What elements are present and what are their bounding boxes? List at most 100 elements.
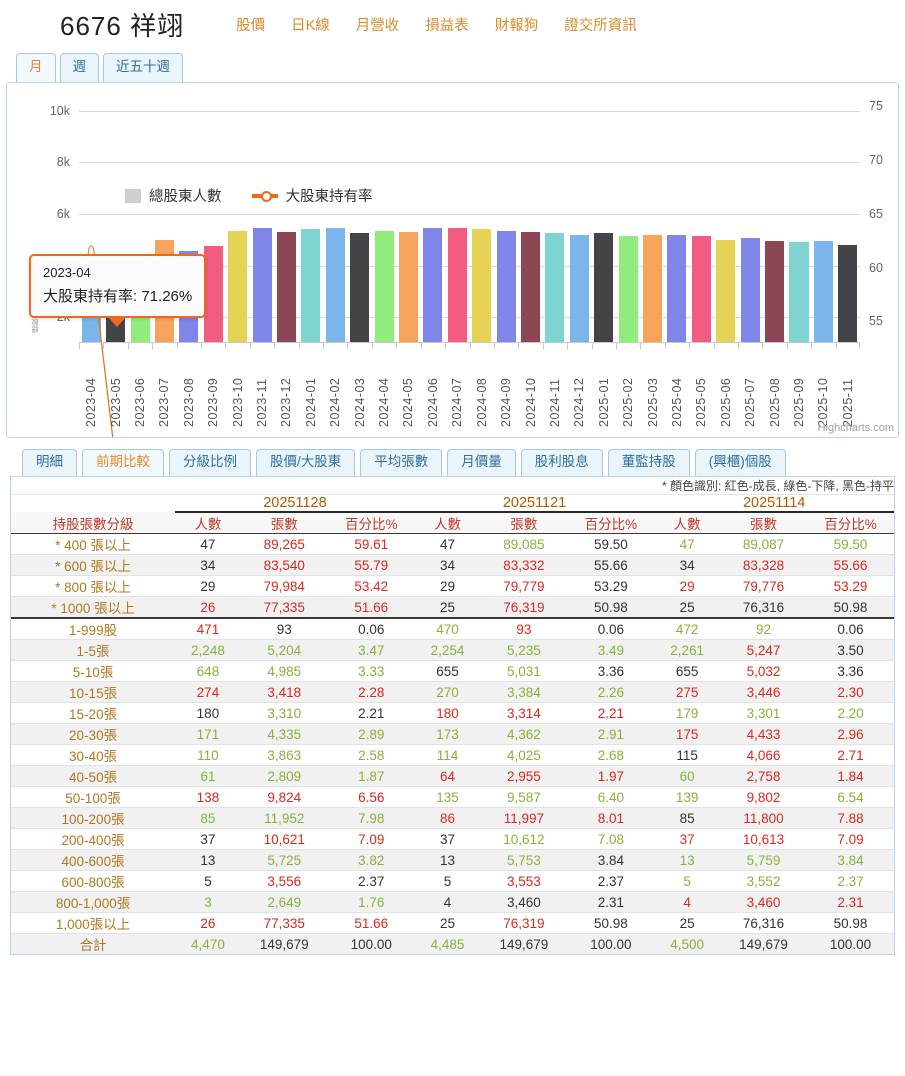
table-cell: 29 xyxy=(654,575,720,597)
table-cell: 2.96 xyxy=(806,723,894,745)
chart-bar-cell[interactable] xyxy=(372,95,396,343)
data-tab-0[interactable]: 明細 xyxy=(22,449,77,476)
chart-bar-cell[interactable] xyxy=(665,95,689,343)
chart-bar[interactable] xyxy=(765,240,785,343)
data-tab-7[interactable]: 董監持股 xyxy=(607,449,690,476)
chart-bar[interactable] xyxy=(545,233,565,343)
chart-bar[interactable] xyxy=(838,244,858,343)
chart-bar[interactable] xyxy=(496,230,516,343)
chart-bar-cell[interactable] xyxy=(396,95,420,343)
table-cell: 648 xyxy=(175,660,241,682)
chart-bar-cell[interactable] xyxy=(811,95,835,343)
table-cell: 55.66 xyxy=(806,554,894,576)
chart-bar[interactable] xyxy=(618,235,638,343)
table-cell: 60 xyxy=(654,765,720,787)
chart-bar-cell[interactable] xyxy=(323,95,347,343)
period-header-2: 20251114 xyxy=(654,494,894,513)
data-tab-5[interactable]: 月價量 xyxy=(447,449,516,476)
chart-bar[interactable] xyxy=(813,240,833,343)
chart-bar[interactable] xyxy=(350,233,370,343)
period-tab-2[interactable]: 近五十週 xyxy=(103,53,183,82)
data-tab-6[interactable]: 股利股息 xyxy=(520,449,603,476)
chart-bar-cell[interactable] xyxy=(274,95,298,343)
table-cell: 3,384 xyxy=(480,681,568,703)
chart-credits[interactable]: Highcharts.com xyxy=(817,422,894,434)
nav-link-2[interactable]: 月營收 xyxy=(355,17,400,34)
chart-bar[interactable] xyxy=(643,234,663,343)
data-tab-3[interactable]: 股價/大股東 xyxy=(256,449,356,476)
legend-item-total-holders[interactable]: 總股東人數 xyxy=(125,185,222,206)
data-tab-8[interactable]: (興櫃)個股 xyxy=(694,449,786,476)
chart-bar[interactable] xyxy=(203,246,223,343)
chart-bar-cell[interactable] xyxy=(592,95,616,343)
chart-bar[interactable] xyxy=(716,239,736,343)
chart-bar[interactable] xyxy=(740,238,760,343)
chart-bar-cell[interactable] xyxy=(201,95,225,343)
row-label: 30-40張 xyxy=(11,744,176,766)
chart-bar-cell[interactable] xyxy=(470,95,494,343)
table-cell: 472 xyxy=(654,618,720,640)
chart-bar[interactable] xyxy=(301,229,321,343)
chart-bar[interactable] xyxy=(521,231,541,343)
table-cell: 59.50 xyxy=(567,533,655,555)
chart-bar-cell[interactable] xyxy=(787,95,811,343)
period-tab-0[interactable]: 月 xyxy=(16,53,56,82)
chart-bar-cell[interactable] xyxy=(445,95,469,343)
chart-bar[interactable] xyxy=(569,234,589,343)
chart-bar-cell[interactable] xyxy=(738,95,762,343)
nav-link-4[interactable]: 財報狗 xyxy=(494,17,539,34)
table-cell: 2.30 xyxy=(806,681,894,703)
chart-bar-cell[interactable] xyxy=(347,95,371,343)
chart-bar-cell[interactable] xyxy=(567,95,591,343)
nav-link-0[interactable]: 股價 xyxy=(236,17,266,34)
table-cell: 6.40 xyxy=(567,786,655,808)
legend-item-major-holder-rate[interactable]: 大股東持有率 xyxy=(251,185,373,206)
table-cell: 83,332 xyxy=(480,554,568,576)
chart-bar-cell[interactable] xyxy=(543,95,567,343)
table-cell: 173 xyxy=(414,723,481,745)
column-header-category: 持股張數分級 xyxy=(11,512,176,534)
nav-link-1[interactable]: 日K線 xyxy=(291,17,330,34)
chart-bar-cell[interactable] xyxy=(299,95,323,343)
table-row: 15-20張 180 3,310 2.21 180 3,314 2.21 179 3,301 2.… xyxy=(11,702,894,724)
chart-bar[interactable] xyxy=(423,228,443,343)
table-row: 100-200張 85 11,952 7.98 86 11,997 8.01 85 11,800… xyxy=(11,807,894,829)
chart-bar-cell[interactable] xyxy=(494,95,518,343)
data-tab-2[interactable]: 分級比例 xyxy=(169,449,251,476)
chart-bar[interactable] xyxy=(691,235,711,343)
data-tab-1[interactable]: 前期比較 xyxy=(82,449,164,476)
chart-bar-cell[interactable] xyxy=(714,95,738,343)
chart-bar-cell[interactable] xyxy=(762,95,786,343)
chart-bar[interactable] xyxy=(472,229,492,343)
chart-bar-cell[interactable] xyxy=(640,95,664,343)
x-axis-tick: 2025-01 xyxy=(591,343,616,427)
chart-bar-cell[interactable] xyxy=(225,95,249,343)
table-cell: 53.29 xyxy=(806,575,894,597)
chart-bar[interactable] xyxy=(228,230,248,343)
table-color-legend-note: * 顏色識別: 紅色-成長, 綠色-下降, 黑色-持平 xyxy=(11,477,894,495)
chart-bar-cell[interactable] xyxy=(616,95,640,343)
chart-bar[interactable] xyxy=(276,231,296,343)
chart-bar[interactable] xyxy=(594,233,614,343)
row-label: 600-800張 xyxy=(11,870,176,892)
period-tab-1[interactable]: 週 xyxy=(59,53,99,82)
nav-link-5[interactable]: 證交所資訊 xyxy=(564,17,637,34)
chart-bar-cell[interactable] xyxy=(836,95,860,343)
chart-bar[interactable] xyxy=(325,228,345,343)
chart-bar[interactable] xyxy=(374,230,394,343)
chart-bar[interactable] xyxy=(252,228,272,343)
chart-bar-cell[interactable] xyxy=(250,95,274,343)
table-cell: 0.06 xyxy=(806,618,894,640)
chart-bar[interactable] xyxy=(398,231,418,343)
nav-link-3[interactable]: 損益表 xyxy=(425,17,469,34)
top-nav: 股價 日K線 月營收 損益表 財報狗 證交所資訊 xyxy=(236,14,637,35)
data-tab-4[interactable]: 平均張數 xyxy=(360,449,443,476)
table-cell: 25 xyxy=(654,596,720,619)
chart-bar-cell[interactable] xyxy=(689,95,713,343)
chart-bar-cell[interactable] xyxy=(421,95,445,343)
table-cell: 5,247 xyxy=(719,639,807,661)
chart-bar[interactable] xyxy=(789,242,809,343)
chart-bar[interactable] xyxy=(447,228,467,343)
chart-bar-cell[interactable] xyxy=(518,95,542,343)
chart-bar[interactable] xyxy=(667,234,687,343)
